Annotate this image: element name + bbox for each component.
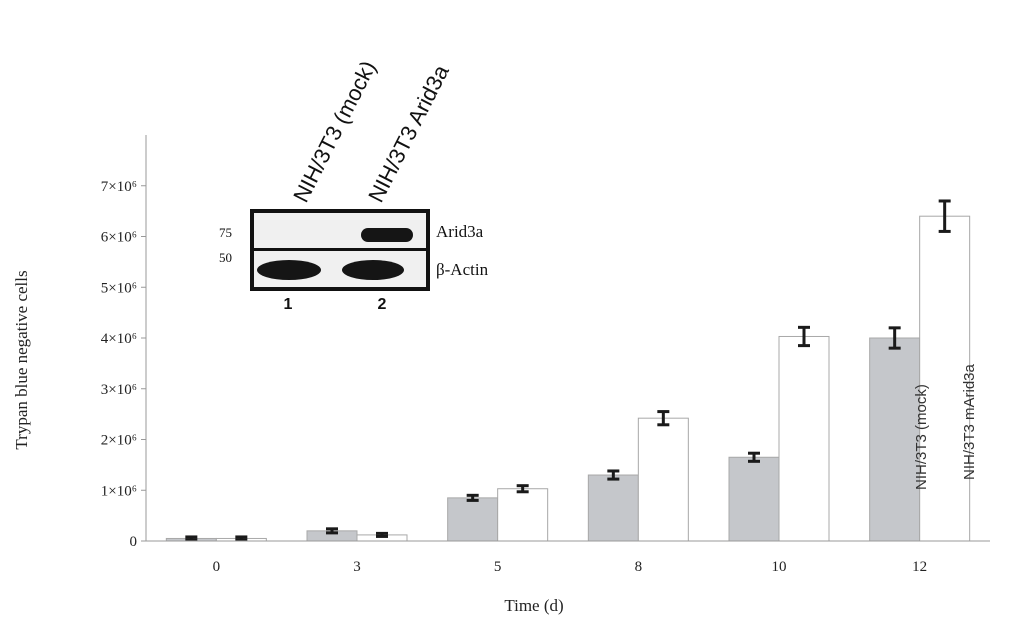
y-tick-label-7: 7×10⁶ — [101, 179, 137, 195]
x-tick-labels: 0 3 5 8 10 12 — [213, 559, 928, 575]
bar-mock-day-8 — [587, 474, 639, 542]
bar-mock-day-5 — [447, 497, 499, 542]
bar-label-arid3a: NIH/3T3 mArid3a — [961, 363, 978, 480]
error-bars-layer — [185, 199, 951, 542]
inset-western-blot: NIH/3T3 (mock) NIH/3T3 Arid3a 75 50 Arid… — [219, 57, 489, 313]
blot-column-label-arid3a: NIH/3T3 Arid3a — [363, 60, 454, 206]
x-tick-label-3: 8 — [635, 559, 643, 575]
x-tick-label-0: 0 — [213, 559, 221, 575]
bars-layer — [165, 215, 971, 542]
x-tick-label-4: 10 — [772, 559, 787, 575]
y-tick-label-6: 6×10⁶ — [101, 230, 137, 246]
actin-band-lane1 — [257, 260, 321, 280]
y-tick-label-4: 4×10⁶ — [101, 331, 137, 347]
actin-band-lane2 — [342, 260, 404, 280]
lane-number-1: 1 — [284, 296, 293, 313]
y-tick-label-1: 1×10⁶ — [101, 483, 137, 499]
bar-label-mock: NIH/3T3 (mock) — [913, 384, 930, 490]
y-tick-label-2: 2×10⁶ — [101, 433, 137, 449]
marker-50: 50 — [219, 250, 232, 265]
marker-75: 75 — [219, 225, 232, 240]
y-tick-label-5: 5×10⁶ — [101, 280, 137, 296]
y-axis-title: Trypan blue negative cells — [12, 270, 31, 449]
arid3a-band-lane2 — [361, 228, 413, 242]
x-axis-title: Time (d) — [504, 596, 563, 615]
x-tick-label-5: 12 — [912, 559, 927, 575]
x-tick-label-1: 3 — [353, 559, 361, 575]
y-tick-label-3: 3×10⁶ — [101, 382, 137, 398]
band-label-arid3a: Arid3a — [436, 222, 484, 241]
y-tick-labels: 0 1×10⁶ 2×10⁶ 3×10⁶ 4×10⁶ 5×10⁶ 6×10⁶ 7×10⁶ — [101, 179, 146, 550]
y-tick-label-0: 0 — [130, 534, 138, 550]
bar-arid3a-day-5 — [497, 488, 549, 542]
x-tick-label-2: 5 — [494, 559, 502, 575]
bar-mock-day-10 — [728, 456, 780, 542]
lane-number-2: 2 — [378, 296, 387, 313]
band-label-actin: β-Actin — [436, 260, 489, 279]
bar-arid3a-day-10 — [778, 335, 830, 542]
bar-arid3a-day-8 — [637, 417, 689, 542]
blot-column-label-mock: NIH/3T3 (mock) — [288, 57, 381, 207]
